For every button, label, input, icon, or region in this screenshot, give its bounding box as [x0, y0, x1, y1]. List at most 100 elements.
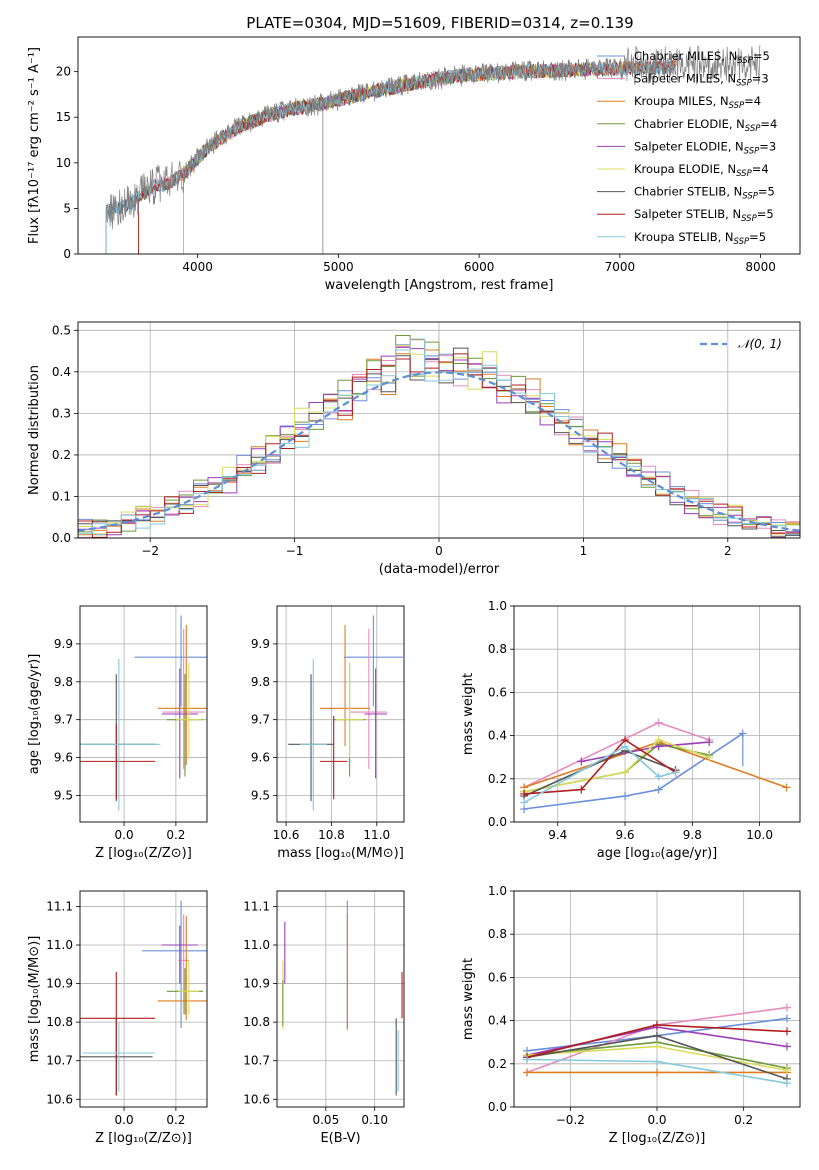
- series-marker: [520, 798, 529, 807]
- errorbar-point-kroupa-stelib: [299, 659, 327, 811]
- x-tick-label: 9.4: [548, 828, 567, 842]
- y-tick-label: 9.8: [251, 675, 270, 689]
- errorbar-point-kroupa-miles: [320, 624, 370, 747]
- mass_vs_Z-axes: 0.0 0.2 10.6 10.7 10.8 10.9 11.0 11.1 Z [log₁₀(Z…: [27, 890, 208, 1146]
- errorbar-point-kroupa-stelib: [80, 659, 161, 811]
- legend-label: Chabrier STELIB, NSSP=5: [634, 185, 775, 202]
- series-marker: [621, 742, 630, 751]
- x-axis-label: mass [log₁₀(M/M⊙)]: [277, 846, 404, 861]
- y-tick-label: 9.8: [54, 675, 73, 689]
- y-tick-label: 1.0: [488, 599, 507, 613]
- plot-frame: [79, 890, 208, 1108]
- x-axis-label: (data-model)/error: [379, 562, 500, 577]
- x-axis-label: Z [log₁₀(Z/Z⊙)]: [609, 1131, 706, 1146]
- x-tick-label: 10.6: [273, 828, 300, 842]
- series-marker: [705, 753, 714, 762]
- legend-label: Chabrier ELODIE, NSSP=4: [634, 117, 777, 134]
- x-tick-label: 5000: [323, 260, 354, 274]
- series-marker: [783, 1003, 791, 1012]
- errorbar-point-kroupa-elodie: [175, 662, 202, 758]
- legend-label: Kroupa STELIB, NSSP=5: [634, 230, 766, 247]
- y-tick-label: 0.3: [52, 406, 71, 420]
- y-tick-label: 11.0: [46, 938, 73, 952]
- y-tick-label: 9.6: [54, 751, 73, 765]
- legend-label-main: Chabrier STELIB, N: [634, 185, 742, 199]
- errorbar-point-salpeter-stelib: [80, 723, 156, 800]
- x-tick-label: 6000: [464, 260, 495, 274]
- y-tick-label: 10.7: [46, 1054, 73, 1068]
- x-tick-label: −0.2: [556, 1113, 585, 1127]
- y-tick-label: 0.2: [488, 1057, 507, 1071]
- x-axis-label: E(B-V): [320, 1131, 360, 1146]
- y-tick-label: 1.0: [488, 884, 507, 898]
- histogram-kroupa-stelib: [78, 338, 800, 535]
- plot-frame: [77, 321, 801, 539]
- y-tick-label: 10.6: [243, 1092, 270, 1106]
- y-tick-label: 10.8: [243, 1015, 270, 1029]
- x-axis-label: wavelength [Angstrom, rest frame]: [325, 278, 554, 293]
- age_vs_mass-axes: 10.6 10.8 11.0 9.5 9.6 9.7 9.8 9.9 mass [log₁₀(M…: [251, 605, 405, 861]
- spectrum-axes: 4000 5000 6000 7000 8000 0 5 10 15 20 wavelength […: [27, 36, 801, 293]
- x-tick-label: 0.0: [115, 1113, 134, 1127]
- legend-label-value: =4: [752, 162, 769, 176]
- plot-frame: [513, 605, 801, 823]
- legend-label-value: =4: [744, 94, 761, 108]
- histogram-chabrier-elodie: [78, 335, 800, 537]
- x-tick-label: 0: [435, 544, 443, 558]
- y-tick-label: 10.9: [243, 977, 270, 991]
- series-marker: [653, 1042, 661, 1051]
- y-tick-label: 10.7: [243, 1054, 270, 1068]
- mass_vs_ebv-points: [282, 900, 403, 1096]
- legend-label-main: Kroupa ELODIE, N: [634, 162, 736, 176]
- y-tick-label: 0.5: [52, 323, 71, 337]
- x-tick-label: 7000: [605, 260, 636, 274]
- legend-label: Salpeter STELIB, NSSP=5: [634, 207, 774, 224]
- x-tick-label: 4000: [182, 260, 213, 274]
- y-tick-label: 9.5: [54, 788, 73, 802]
- y-axis-label: Normed distribution: [27, 365, 42, 495]
- series-marker: [671, 768, 680, 777]
- errorbar-point-chabrier-miles: [343, 615, 403, 707]
- mass_weight_vs_age-series: [520, 718, 791, 814]
- y-tick-label: 0.2: [488, 772, 507, 786]
- figure-title: PLATE=0304, MJD=51609, FIBERID=0314, z=0…: [246, 14, 633, 32]
- y-axis-label: mass weight: [461, 673, 476, 755]
- series-marker: [577, 757, 586, 766]
- normal-distribution-curve: [78, 371, 800, 532]
- y-tick-label: 0.2: [52, 448, 71, 462]
- legend-label-value: =5: [749, 230, 766, 244]
- x-tick-label: 0.10: [361, 1113, 388, 1127]
- plot-frame: [77, 36, 801, 255]
- mass_weight_vs_age-axes: 9.4 9.6 9.8 10.0 0.0 0.2 0.4 0.6 0.8 1.0 age [log₁…: [461, 599, 801, 861]
- x-axis-label: Z [log₁₀(Z/Z⊙)]: [95, 846, 192, 861]
- errorbar-point-kroupa-elodie: [178, 960, 200, 1015]
- plot-frame: [79, 605, 208, 823]
- mass_vs_Z-points: [80, 900, 207, 1096]
- series-marker: [782, 783, 791, 792]
- y-axis-label: mass weight: [461, 958, 476, 1040]
- series-line-salpeter-stelib: [524, 738, 676, 795]
- legend-label: Kroupa MILES, NSSP=4: [634, 94, 761, 111]
- y-tick-label: 0.4: [488, 729, 507, 743]
- age_vs_Z-points: [80, 615, 207, 811]
- x-tick-label: 11.0: [363, 828, 390, 842]
- errorbar-point-salpeter-elodie: [161, 668, 198, 779]
- x-tick-label: 1: [580, 544, 588, 558]
- legend-label-value: =4: [760, 117, 777, 131]
- y-tick-label: 10.8: [46, 1015, 73, 1029]
- x-tick-label: −2: [141, 544, 159, 558]
- plot-frame: [276, 890, 405, 1108]
- legend-label-value: =3: [759, 139, 776, 153]
- mass_weight_vs_Z-series: [523, 1003, 791, 1088]
- legend-label-subscript: SSP: [737, 56, 753, 66]
- series-marker: [783, 1042, 791, 1051]
- y-axis-label: age [log₁₀(age/yr)]: [27, 654, 42, 775]
- series-marker: [523, 1055, 531, 1064]
- y-tick-label: 11.1: [46, 899, 73, 913]
- series-marker: [523, 1068, 531, 1077]
- y-tick-label: 0.4: [52, 365, 71, 379]
- y-tick-label: 0.8: [488, 927, 507, 941]
- y-tick-label: 0.0: [488, 815, 507, 829]
